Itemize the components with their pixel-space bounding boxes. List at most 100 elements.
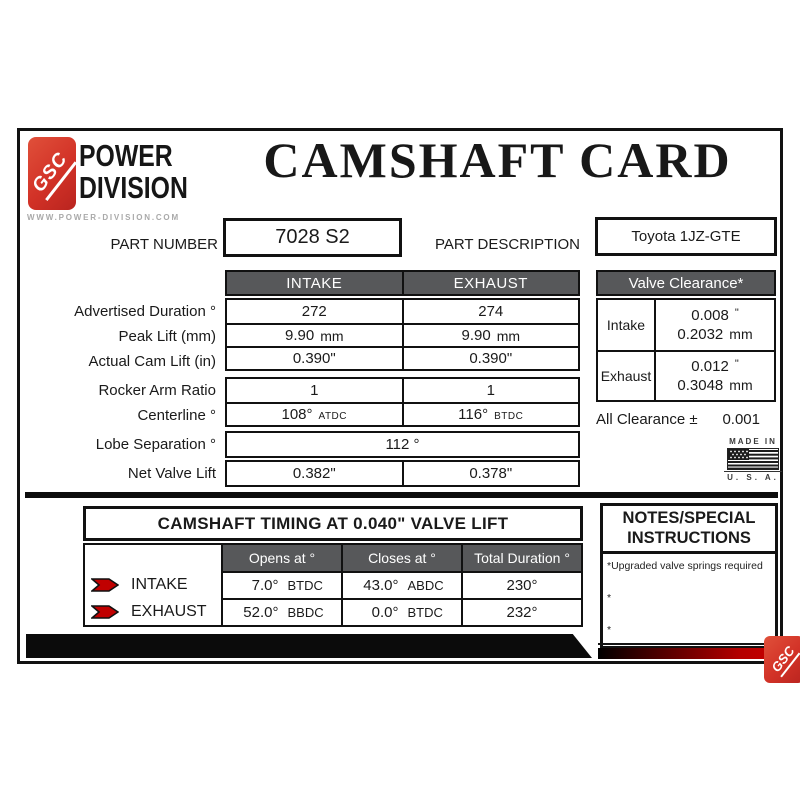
reference: ATDC — [318, 410, 347, 422]
table-row: 112 ° — [227, 433, 578, 456]
timing-header-closes: Closes at ° — [343, 545, 461, 571]
bottom-accent-bar — [26, 634, 592, 658]
made-in-text: MADE IN — [729, 437, 777, 446]
inch-mark: " — [734, 307, 739, 319]
all-clearance-row: All Clearance ± 0.001 — [596, 411, 776, 428]
corner-stripe-gradient — [598, 648, 800, 659]
value: 43.0° — [363, 577, 399, 594]
part-description-value: Toyota 1JZ-GTE — [631, 228, 741, 245]
spec-group-lobe: 112 ° — [225, 431, 580, 458]
notes-title-line2: INSTRUCTIONS — [627, 529, 751, 547]
value: 232° — [506, 604, 538, 621]
red-arrow-icon — [91, 577, 119, 592]
list-item: * — [607, 592, 612, 604]
list-item: *Upgraded valve springs required — [607, 560, 763, 572]
gsc-logo: GSC — [26, 137, 78, 210]
spec-label-advertised-duration: Advertised Duration ° — [74, 303, 216, 320]
valve-clearance-table: Intake 0.008 " 0.2032 mm Exhaust 0.012 " — [596, 298, 776, 402]
value: 9.90 — [284, 327, 315, 344]
page-title: CAMSHAFT CARD — [263, 132, 732, 188]
spec-cell-netlift-intake: 0.382" — [227, 462, 404, 485]
timing-row-intake: INTAKE — [85, 571, 221, 598]
mm-value: 0.3048 mm — [677, 377, 752, 394]
spec-cell-camlift-intake: 0.390" — [227, 348, 404, 369]
unit: mm — [320, 327, 344, 344]
spec-label-centerline: Centerline ° — [137, 407, 216, 424]
timing-table-title: CAMSHAFT TIMING AT 0.040" VALVE LIFT — [83, 506, 583, 541]
timing-label-exhaust: EXHAUST — [131, 602, 207, 620]
value: 230° — [506, 577, 538, 594]
notes-body: *Upgraded valve springs required * * — [603, 554, 775, 662]
reference: BTDC — [287, 578, 323, 593]
inch-value: 0.008 " — [691, 307, 738, 324]
value: 116° — [458, 406, 489, 423]
value: 0.0° — [371, 604, 399, 621]
spec-label-lobe-separation: Lobe Separation ° — [95, 436, 216, 453]
timing-col-opens: Opens at ° 7.0° BTDC 52.0° BBDC — [223, 545, 343, 625]
spec-header-intake: INTAKE — [227, 272, 404, 294]
value: 52.0° — [243, 604, 279, 621]
timing-cell-exhaust-opens: 52.0° BBDC — [223, 598, 341, 625]
value: 7.0° — [251, 577, 279, 594]
spec-group-lift: 272 274 9.90 mm 9.90 mm 0.390" 0.390" — [225, 298, 580, 371]
gsc-corner-badge: GSC — [764, 636, 800, 683]
brand-division: DIVISION — [79, 170, 188, 205]
made-in-usa-mark: MADE IN U. S. A. — [724, 437, 782, 482]
notes-box: NOTES/SPECIAL INSTRUCTIONS *Upgraded val… — [600, 503, 778, 649]
spec-label-actual-cam-lift: Actual Cam Lift (in) — [88, 353, 216, 370]
part-number-box: 7028 S2 — [223, 218, 402, 257]
brand-website: WWW.POWER-DIVISION.COM — [27, 213, 180, 222]
part-number-label: PART NUMBER — [110, 236, 218, 253]
timing-cell-intake-closes: 43.0° ABDC — [343, 571, 461, 598]
table-row: 0.390" 0.390" — [227, 346, 578, 369]
part-number-value: 7028 S2 — [275, 226, 350, 248]
part-description-box: Toyota 1JZ-GTE — [595, 217, 777, 256]
spec-table-header: INTAKE EXHAUST — [225, 270, 580, 296]
value: 108° — [281, 406, 313, 423]
table-row: 0.382" 0.378" — [227, 462, 578, 485]
reference: BTDC — [407, 605, 443, 620]
notes-title: NOTES/SPECIAL INSTRUCTIONS — [603, 506, 775, 554]
spec-cell-peak-intake: 9.90 mm — [227, 325, 404, 346]
table-row: Exhaust 0.012 " 0.3048 mm — [598, 350, 774, 400]
notes-title-line1: NOTES/SPECIAL — [622, 509, 756, 527]
brand-power: POWER — [79, 138, 173, 173]
all-clearance-label: All Clearance ± — [596, 411, 698, 428]
spec-cell-advertised-intake: 272 — [227, 300, 404, 323]
inch-mark: " — [734, 358, 739, 370]
timing-row-exhaust: EXHAUST — [85, 598, 221, 625]
spec-label-peak-lift: Peak Lift (mm) — [118, 328, 216, 345]
spec-group-geometry: 1 1 108° ATDC 116° BTDC — [225, 377, 580, 427]
valve-clearance-intake-values: 0.008 " 0.2032 mm — [656, 300, 774, 350]
timing-cell-intake-opens: 7.0° BTDC — [223, 571, 341, 598]
unit: mm — [729, 326, 753, 342]
usa-text: U. S. A. — [724, 471, 782, 482]
valve-clearance-intake-label: Intake — [598, 300, 656, 350]
mm-value: 0.2032 mm — [677, 326, 752, 343]
usa-flag-icon — [727, 448, 779, 470]
list-item: * — [607, 624, 612, 636]
spec-header-exhaust: EXHAUST — [403, 272, 578, 294]
value: 0.3048 — [677, 377, 724, 394]
timing-cell-exhaust-duration: 232° — [463, 598, 581, 625]
part-description-label: PART DESCRIPTION — [434, 236, 580, 253]
timing-table: INTAKE EXHAUST Opens at ° 7.0° BTDC 52.0… — [83, 543, 583, 627]
reference: BBDC — [287, 605, 324, 620]
table-row: Intake 0.008 " 0.2032 mm — [598, 300, 774, 350]
timing-label-intake: INTAKE — [131, 575, 188, 593]
spec-cell-centerline-intake: 108° ATDC — [227, 404, 404, 425]
corner-stripe-outline — [598, 643, 800, 645]
table-row: 9.90 mm 9.90 mm — [227, 323, 578, 346]
gsc-monogram-icon: GSC — [767, 642, 800, 677]
unit: mm — [496, 327, 521, 344]
value: 0.008 — [691, 307, 729, 324]
timing-col-duration: Total Duration ° 230° 232° — [463, 545, 581, 625]
table-row: 108° ATDC 116° BTDC — [227, 402, 578, 425]
valve-clearance-exhaust-values: 0.012 " 0.3048 mm — [656, 352, 774, 400]
unit: mm — [729, 377, 753, 393]
spec-cell-peak-exhaust: 9.90 mm — [404, 325, 579, 346]
section-divider — [25, 492, 778, 498]
spec-cell-lobe-separation: 112 ° — [385, 436, 420, 453]
spec-cell-rocker-exhaust: 1 — [486, 382, 495, 399]
